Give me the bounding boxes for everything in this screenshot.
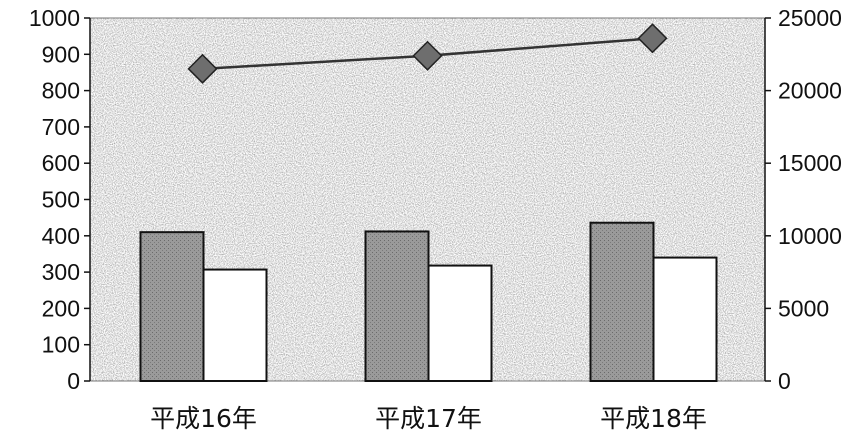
right-tick-label: 25000	[778, 5, 842, 31]
bar	[139, 231, 205, 382]
left-tick-label: 400	[42, 223, 80, 249]
left-tick-label: 500	[42, 187, 80, 213]
left-tick-label: 800	[42, 78, 80, 104]
line-point	[187, 53, 218, 84]
left-tick-label: 900	[42, 41, 80, 67]
category-label: 平成18年	[600, 404, 707, 433]
right-tick-label: 15000	[778, 150, 842, 176]
left-tick-label: 1000	[29, 5, 80, 31]
left-tick-label: 300	[42, 259, 80, 285]
bars-layer	[139, 221, 718, 383]
left-tick-label: 700	[42, 114, 80, 140]
category-label: 平成16年	[150, 404, 257, 433]
bar	[202, 268, 268, 382]
right-y-axis: 0 5000 10000 15000 20000 25000	[764, 5, 842, 394]
line-point	[412, 40, 443, 71]
right-tick-label: 5000	[778, 295, 829, 321]
line-layer	[187, 23, 668, 84]
bar	[652, 256, 718, 382]
left-y-axis: 0 100 200 300 400 500 600 700 800 900 1000	[29, 5, 91, 394]
right-tick-label: 20000	[778, 78, 842, 104]
category-label: 平成17年	[375, 404, 482, 433]
bar	[427, 264, 493, 383]
right-tick-label: 10000	[778, 223, 842, 249]
left-tick-label: 200	[42, 295, 80, 321]
left-tick-label: 600	[42, 150, 80, 176]
line-point	[637, 23, 668, 54]
left-tick-label: 100	[42, 332, 80, 358]
right-tick-label: 0	[778, 368, 791, 394]
category-axis: 平成16年 平成17年 平成18年	[150, 404, 707, 433]
bar	[364, 230, 430, 382]
bar	[589, 221, 655, 382]
left-tick-label: 0	[67, 368, 80, 394]
